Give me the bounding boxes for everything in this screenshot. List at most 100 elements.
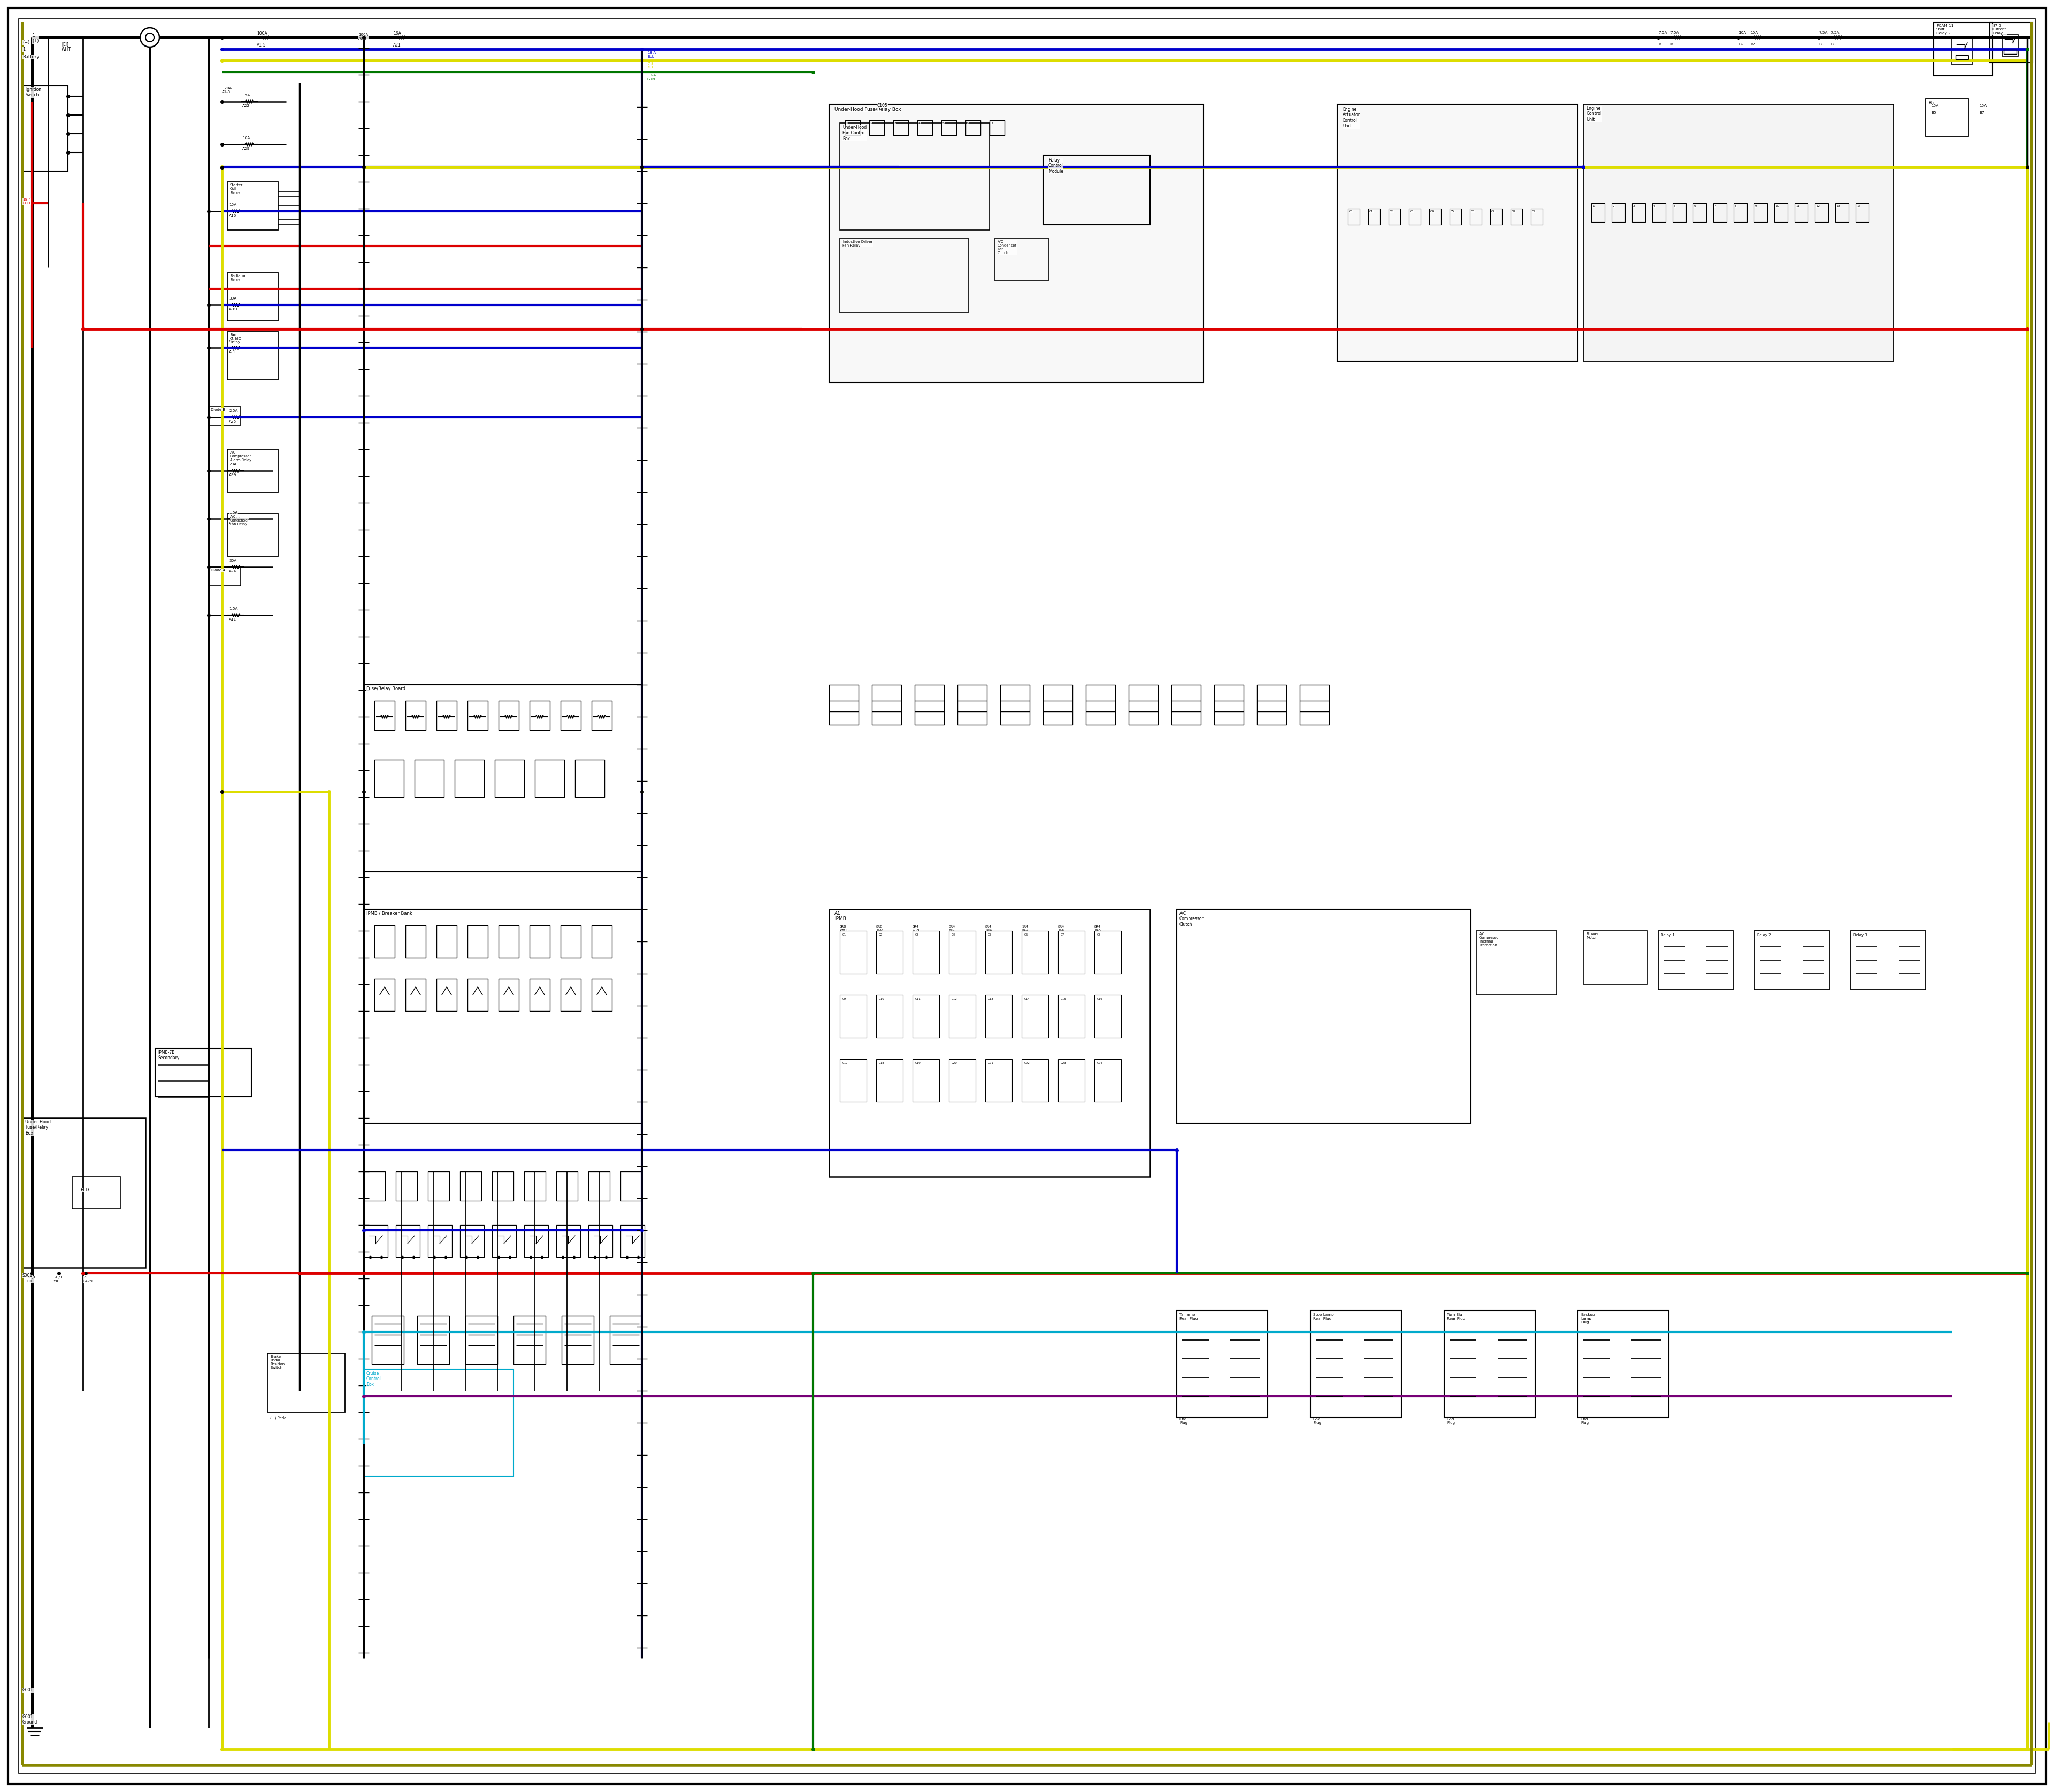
Bar [1584,104,1894,360]
Bar [592,701,612,729]
Bar [493,1226,516,1256]
Bar [1214,685,1243,724]
Bar [1816,202,1828,222]
Text: 10A: 10A [1738,30,1746,34]
Bar [830,104,1204,382]
Text: Diode B: Diode B [212,409,226,412]
Bar [561,978,581,1011]
Bar [1754,930,1830,989]
Bar [1651,202,1666,222]
Text: C2: C2 [879,934,883,935]
Text: 7: 7 [990,122,992,125]
Text: C20: C20 [951,1063,957,1064]
Bar [1087,685,1115,724]
Text: 12: 12 [1816,204,1820,208]
Text: A/C
Condenser
Fan
Clutch: A/C Condenser Fan Clutch [998,240,1017,254]
Text: C6: C6 [1025,934,1029,935]
Bar [1177,1310,1267,1417]
Bar [524,1172,546,1201]
Bar [840,124,990,229]
Bar [2003,34,2019,56]
Bar [514,1315,546,1364]
Text: 87-5
Current
Relay: 87-5 Current Relay [1992,23,2007,34]
Bar [374,978,394,1011]
Circle shape [140,29,160,47]
Bar [228,450,277,493]
Bar [405,978,425,1011]
Text: Inductive-Driver
Fan Relay: Inductive-Driver Fan Relay [842,240,873,247]
Bar [949,1059,976,1102]
Bar [877,1059,904,1102]
Text: 15A: 15A [228,202,236,206]
Text: B1: B1 [1658,43,1664,47]
Text: 30A: 30A [228,559,236,563]
Bar [1795,202,1808,222]
Text: 18-4
RED: 18-4 RED [23,197,31,204]
Bar [844,120,861,136]
Text: 14: 14 [1857,204,1861,208]
Text: B2: B2 [1738,43,1744,47]
Text: 8R4
YEL: 8R4 YEL [949,925,955,932]
Bar [23,86,68,172]
Bar [957,685,986,724]
Bar [1444,1310,1534,1417]
Text: 6: 6 [967,122,969,125]
Bar [460,1172,481,1201]
Bar [1471,208,1481,224]
Text: Blower
Motor: Blower Motor [1586,932,1598,939]
Bar [1021,995,1048,1038]
Text: B2: B2 [1750,43,1756,47]
Text: 1R4
BLU: 1R4 BLU [1021,925,1029,932]
Bar [1128,685,1158,724]
Bar [396,1172,417,1201]
Text: (+) Pedal: (+) Pedal [271,1416,288,1419]
Text: A/C
Compressor
Thermal
Protection: A/C Compressor Thermal Protection [1479,932,1501,946]
Bar [23,1118,146,1267]
Bar [364,1226,388,1256]
Text: 60A: 60A [228,340,236,342]
Bar [1368,208,1380,224]
Text: 1: 1 [846,122,848,125]
Bar [524,1226,548,1256]
Bar [454,760,485,797]
Bar [592,925,612,957]
Bar [1530,208,1543,224]
Text: C23: C23 [1060,1063,1066,1064]
Text: IPMB-7B
Secondary: IPMB-7B Secondary [158,1050,179,1061]
Bar [364,685,641,873]
Bar [228,332,277,380]
Bar [210,407,240,425]
Text: C14: C14 [1025,998,1029,1000]
Bar [869,120,883,136]
Text: 20A: 20A [228,462,236,466]
Text: C1: C1 [842,934,846,935]
Bar [72,1177,121,1210]
Bar [1257,685,1286,724]
Bar [986,1059,1013,1102]
Bar [1058,930,1085,973]
Bar [1834,202,1849,222]
Bar [417,1315,450,1364]
Bar [610,1315,641,1364]
Text: G001: G001 [23,1688,33,1692]
Text: 7C
C479: 7C C479 [82,1276,92,1283]
Text: B3: B3 [1830,43,1836,47]
Bar [1043,156,1150,224]
Text: C8: C8 [1097,934,1101,935]
Text: Battery: Battery [23,54,39,59]
Text: C17: C17 [842,1063,848,1064]
Bar [1058,995,1085,1038]
Bar [1021,1059,1048,1102]
Text: C105: C105 [877,104,887,108]
Text: C24: C24 [1097,1063,1103,1064]
Bar [427,1226,452,1256]
Text: C8: C8 [1512,210,1516,213]
Text: 2.5A: 2.5A [228,409,238,412]
Bar [364,1172,386,1201]
Bar [1043,685,1072,724]
Text: B7: B7 [1980,111,1984,115]
Text: C10: C10 [879,998,885,1000]
Text: S001: S001 [23,1272,33,1278]
Text: Under Hood
Fuse/Relay
Box: Under Hood Fuse/Relay Box [25,1120,51,1136]
Bar [1409,208,1421,224]
